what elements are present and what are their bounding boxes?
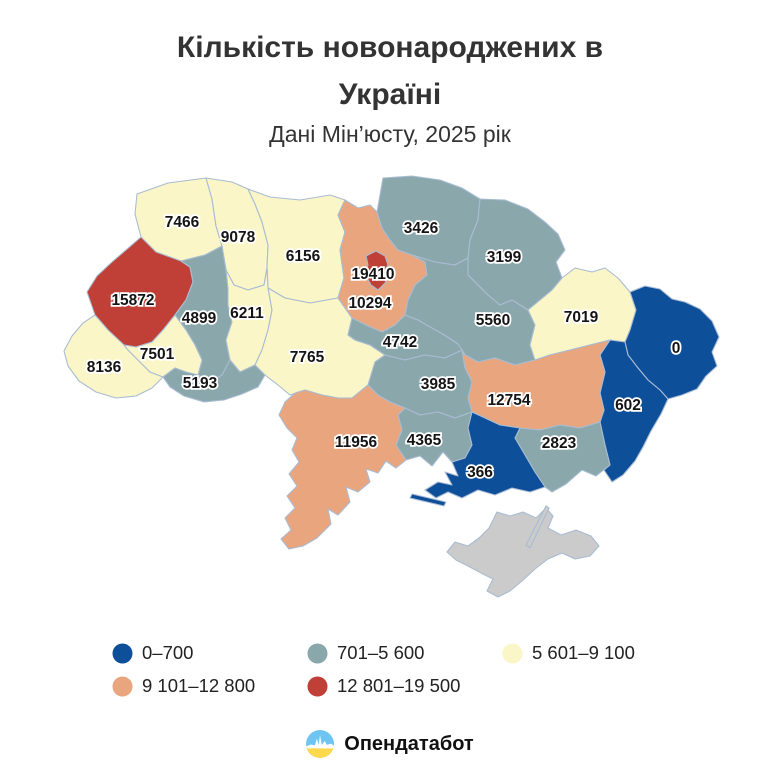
- legend-label: 12 801–19 500: [337, 675, 461, 696]
- legend-item-bucket-3: 5 601–9 100: [502, 642, 635, 664]
- legend-swatch-red: [307, 676, 328, 696]
- legend-label: 5 601–9 100: [532, 642, 635, 663]
- header: Кількість новонароджених в Україні Дані М…: [0, 24, 780, 148]
- region-label-chernivetska: 5193: [183, 375, 218, 392]
- region-crimea-arabat-spit: [525, 505, 550, 549]
- legend-item-bucket-1: 0–700: [112, 642, 307, 664]
- brand-name: Опендатабот: [344, 732, 474, 755]
- region-label-dnipropetrovska: 12754: [487, 392, 530, 409]
- region-odeska: [278, 384, 407, 550]
- region-label-poltavska: 5560: [476, 312, 510, 329]
- page-title: Кількість новонароджених в Україні: [176, 31, 604, 111]
- legend-item-bucket-5: 12 801–19 500: [307, 675, 502, 697]
- region-ivano-frankivska: [123, 314, 203, 378]
- legend-label: 701–5 600: [337, 642, 425, 663]
- region-label-cherkaska: 4742: [383, 334, 417, 351]
- region-label-luhanska: 0: [672, 340, 681, 357]
- region-label-vinnytska: 7765: [290, 349, 325, 366]
- region-label-donetska: 602: [615, 397, 641, 414]
- legend-label: 9 101–12 800: [142, 675, 256, 696]
- region-label-zakarpatska: 8136: [87, 359, 122, 376]
- legend-item-bucket-2: 701–5 600: [307, 642, 502, 664]
- legend-swatch-yellow: [502, 643, 523, 663]
- region-chernivetska: [162, 359, 266, 403]
- region-label-kirovohradska: 3985: [421, 376, 456, 393]
- region-label-lvivska: 15872: [111, 292, 154, 309]
- subtitle: Дані Мін’юсту, 2025 рік: [269, 121, 511, 147]
- legend: 0–700 701–5 600 5 601–9 100 9 101–12 800…: [112, 642, 635, 697]
- region-label-kyiv-city: 19410: [351, 266, 394, 283]
- region-label-rivnenska: 9078: [221, 229, 256, 246]
- legend-item-bucket-4: 9 101–12 800: [112, 675, 307, 697]
- region-khersonska: [424, 411, 546, 499]
- region-label-chernihivska: 3426: [404, 220, 439, 237]
- brand-footer: Опендатабот: [0, 730, 780, 758]
- region-label-khmelnytska: 6211: [230, 305, 264, 322]
- region-label-odeska: 11956: [335, 434, 378, 451]
- region-label-ivano-frankivska: 7501: [140, 346, 175, 363]
- region-kyiv-city: [364, 250, 389, 291]
- region-label-volynska: 7466: [165, 214, 200, 231]
- legend-swatch-blue: [112, 643, 133, 663]
- region-label-ternopilska: 4899: [182, 310, 217, 327]
- legend-swatch-teal: [307, 643, 328, 663]
- region-label-kharkivska: 7019: [564, 309, 599, 326]
- legend-swatch-salmon: [112, 676, 133, 696]
- region-label-zaporizka: 2823: [542, 435, 577, 452]
- region-label-mykolaivska: 4365: [407, 432, 442, 449]
- region-label-zhytomyrska: 6156: [286, 248, 321, 265]
- region-crimea: [446, 507, 600, 598]
- opendatabot-logo-icon: [306, 730, 335, 758]
- region-label-khersonska: 366: [467, 464, 493, 481]
- region-kherson-spit: [409, 493, 447, 507]
- region-label-kyivska: 10294: [348, 295, 391, 312]
- legend-label: 0–700: [142, 642, 194, 663]
- region-label-sumska: 3199: [487, 249, 522, 266]
- ukraine-choropleth-map: 7466 9078 6156 3426 3199 15872 19410 102…: [63, 175, 720, 598]
